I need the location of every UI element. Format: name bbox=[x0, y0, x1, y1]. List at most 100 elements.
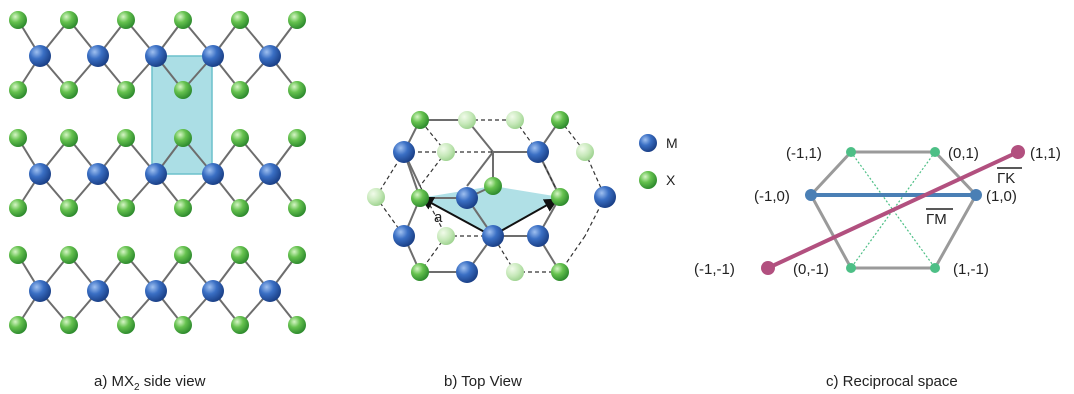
layers bbox=[9, 11, 306, 334]
label-p11: (1,1) bbox=[1030, 145, 1061, 162]
metal-atom bbox=[87, 280, 109, 302]
chalcogen-atom-lower bbox=[437, 227, 455, 245]
metal-atom bbox=[202, 280, 224, 302]
chalcogen-atom bbox=[231, 11, 249, 29]
chalcogen-atom bbox=[231, 129, 249, 147]
chalcogen-atom-lower bbox=[506, 263, 524, 281]
point-p01 bbox=[930, 147, 940, 157]
caption-a: a) MX2 side view bbox=[94, 373, 206, 393]
label-p01: (0,1) bbox=[948, 145, 979, 162]
chalcogen-atom bbox=[117, 11, 135, 29]
lattice-vector-a1 bbox=[419, 196, 493, 237]
point-m1m1 bbox=[761, 261, 775, 275]
chalcogen-atom bbox=[9, 199, 27, 217]
metal-atom bbox=[456, 261, 478, 283]
chalcogen-atom bbox=[231, 316, 249, 334]
chalcogen-atom bbox=[60, 199, 78, 217]
chalcogen-atom bbox=[117, 246, 135, 264]
metal-atom bbox=[29, 45, 51, 67]
legend-chalcogen-label: X bbox=[666, 172, 676, 188]
chalcogen-atom bbox=[60, 246, 78, 264]
chalcogen-atom bbox=[551, 263, 569, 281]
legend: M X bbox=[639, 134, 678, 189]
chalcogen-atom bbox=[174, 81, 192, 99]
label-m11: (-1,1) bbox=[786, 145, 822, 162]
chalcogen-atom bbox=[60, 316, 78, 334]
chalcogen-atom bbox=[231, 81, 249, 99]
chalcogen-atom bbox=[9, 11, 27, 29]
chalcogen-atom-lower bbox=[437, 143, 455, 161]
metal-atom bbox=[145, 45, 167, 67]
gamma-m-label: ΓM bbox=[926, 211, 947, 228]
chalcogen-atom bbox=[174, 316, 192, 334]
chalcogen-atom bbox=[411, 189, 429, 207]
top-view-panel: a bbox=[367, 111, 616, 283]
metal-atom bbox=[145, 280, 167, 302]
chalcogen-atom bbox=[288, 316, 306, 334]
metal-atom bbox=[482, 225, 504, 247]
chalcogen-atom bbox=[174, 199, 192, 217]
metal-atom bbox=[527, 225, 549, 247]
chalcogen-atom bbox=[484, 177, 502, 195]
chalcogen-atom bbox=[117, 316, 135, 334]
chalcogen-atom bbox=[9, 129, 27, 147]
metal-atom bbox=[594, 186, 616, 208]
reciprocal-space-panel: (-1,1) (0,1) (1,1) (-1,0) (1,0) (-1,-1) … bbox=[694, 145, 1061, 278]
metal-atom bbox=[202, 163, 224, 185]
metal-atom bbox=[145, 163, 167, 185]
metal-atom bbox=[259, 280, 281, 302]
chalcogen-atom bbox=[60, 129, 78, 147]
legend-metal-label: M bbox=[666, 135, 678, 151]
metal-atom bbox=[393, 225, 415, 247]
chalcogen-atom bbox=[551, 188, 569, 206]
chalcogen-atom-lower bbox=[458, 111, 476, 129]
chalcogen-atom-lower bbox=[506, 111, 524, 129]
chalcogen-atom bbox=[9, 246, 27, 264]
chalcogen-atom bbox=[288, 199, 306, 217]
chalcogen-atom bbox=[9, 81, 27, 99]
point-p1m1 bbox=[930, 263, 940, 273]
label-m10: (-1,0) bbox=[754, 188, 790, 205]
chalcogen-atom-lower bbox=[367, 188, 385, 206]
metal-atom bbox=[29, 280, 51, 302]
label-m1m1: (-1,-1) bbox=[694, 261, 735, 278]
chalcogen-atom bbox=[174, 11, 192, 29]
chalcogen-atom bbox=[9, 316, 27, 334]
side-view-panel bbox=[9, 11, 306, 334]
label-p1m1: (1,-1) bbox=[953, 261, 989, 278]
chalcogen-atom bbox=[117, 81, 135, 99]
point-m10 bbox=[805, 189, 817, 201]
top-view-atoms bbox=[367, 111, 616, 283]
metal-atom bbox=[29, 163, 51, 185]
unit-cell-side bbox=[151, 55, 213, 175]
chalcogen-atom bbox=[288, 129, 306, 147]
metal-atom bbox=[393, 141, 415, 163]
chalcogen-atom bbox=[288, 246, 306, 264]
metal-atom bbox=[87, 163, 109, 185]
label-p0m1: (0,-1) bbox=[793, 261, 829, 278]
label-p10: (1,0) bbox=[986, 188, 1017, 205]
chalcogen-atom bbox=[231, 199, 249, 217]
metal-atom bbox=[259, 45, 281, 67]
chalcogen-atom bbox=[174, 129, 192, 147]
chalcogen-atom bbox=[411, 111, 429, 129]
metal-atom bbox=[527, 141, 549, 163]
chalcogen-atom bbox=[288, 11, 306, 29]
lattice-vector-a2 bbox=[491, 198, 559, 237]
chalcogen-atom bbox=[231, 246, 249, 264]
metal-atom bbox=[259, 163, 281, 185]
legend-metal-marker bbox=[639, 134, 657, 152]
caption-c: c) Reciprocal space bbox=[826, 373, 958, 390]
chalcogen-atom bbox=[117, 199, 135, 217]
metal-atom bbox=[202, 45, 224, 67]
metal-atom bbox=[456, 187, 478, 209]
caption-b: b) Top View bbox=[444, 373, 522, 390]
chalcogen-atom bbox=[117, 129, 135, 147]
chalcogen-atom-lower bbox=[576, 143, 594, 161]
metal-atom bbox=[87, 45, 109, 67]
legend-chalcogen-marker bbox=[639, 171, 657, 189]
chalcogen-atom bbox=[288, 81, 306, 99]
hex-edge bbox=[466, 151, 494, 187]
point-p11 bbox=[1011, 145, 1025, 159]
